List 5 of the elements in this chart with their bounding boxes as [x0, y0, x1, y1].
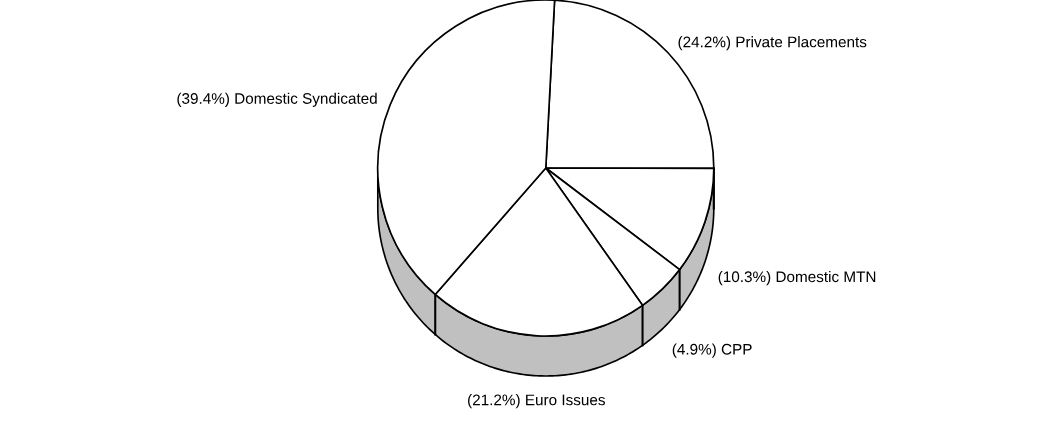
slice-label: (10.3%) Domestic MTN: [718, 270, 876, 286]
slice-label: (21.2%) Euro Issues: [468, 394, 605, 409]
slice-label: (4.9%) CPP: [672, 343, 752, 358]
slice-label: (39.4%) Domestic Syndicated: [177, 92, 377, 107]
slice-label: (24.2%) Private Placements: [678, 36, 867, 51]
